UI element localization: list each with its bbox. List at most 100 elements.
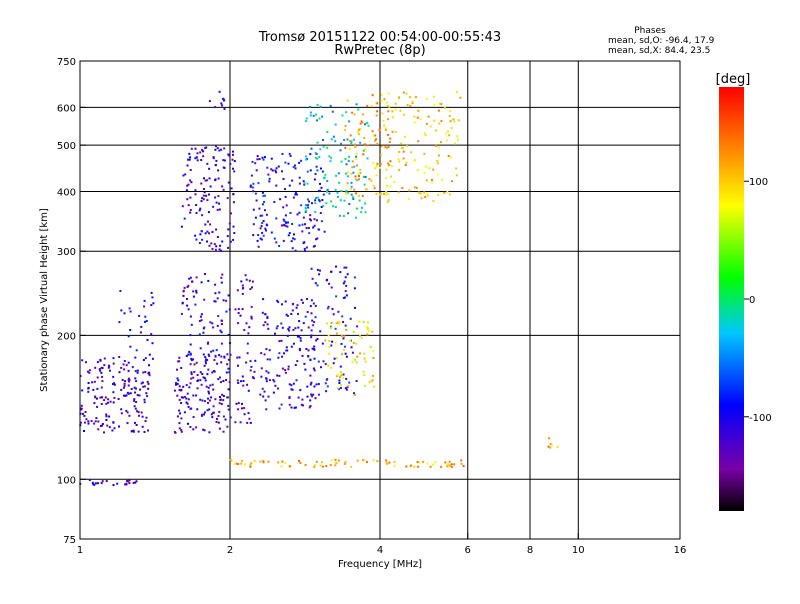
data-point [242, 384, 245, 387]
data-point [223, 159, 226, 162]
data-point [204, 360, 207, 363]
data-point [195, 394, 198, 397]
data-point [316, 237, 319, 240]
data-point [324, 363, 327, 366]
data-point [305, 117, 308, 120]
data-point [190, 181, 193, 184]
data-point [262, 298, 265, 301]
data-point [354, 145, 357, 148]
data-point [374, 134, 377, 137]
data-point [352, 198, 355, 200]
data-point [195, 361, 198, 364]
data-point [390, 175, 392, 178]
data-point [372, 459, 375, 462]
data-point [344, 158, 347, 160]
data-point [136, 371, 139, 374]
data-point [234, 463, 237, 466]
data-point [127, 378, 130, 381]
data-point [416, 461, 419, 463]
colorbar-label: [deg] [716, 72, 751, 87]
data-point [214, 148, 217, 151]
data-point [212, 205, 215, 208]
data-point [227, 228, 230, 231]
data-point [434, 461, 437, 464]
data-point [366, 105, 369, 108]
data-point [303, 183, 306, 186]
data-point [142, 371, 145, 374]
data-point [134, 421, 136, 424]
data-point [291, 179, 294, 182]
data-point [345, 284, 348, 287]
data-point [334, 458, 337, 461]
data-point [112, 362, 115, 365]
data-point [143, 401, 146, 404]
data-point [326, 130, 329, 133]
data-point [212, 388, 215, 391]
data-point [278, 245, 281, 247]
data-point [280, 465, 283, 468]
data-point [340, 383, 343, 386]
data-point [81, 359, 84, 362]
data-point [296, 335, 299, 338]
data-point [130, 430, 133, 433]
data-point [143, 305, 146, 308]
data-point [218, 149, 221, 152]
data-point [200, 383, 203, 386]
data-point [220, 403, 223, 405]
data-point [300, 159, 302, 162]
data-point [266, 166, 269, 169]
data-point [232, 153, 234, 156]
data-point [249, 421, 252, 424]
data-point [103, 364, 106, 367]
data-point [344, 290, 347, 293]
data-point [291, 388, 294, 391]
data-point [182, 396, 185, 399]
data-point [462, 465, 465, 468]
data-point [419, 192, 422, 195]
data-point [215, 145, 217, 148]
data-point [212, 156, 215, 159]
data-point [141, 425, 144, 428]
data-point [221, 97, 224, 100]
data-point [308, 406, 311, 409]
data-point [148, 353, 151, 356]
data-point [309, 405, 312, 408]
data-point [220, 102, 223, 105]
data-point [314, 397, 317, 400]
data-point [208, 193, 210, 196]
data-point [457, 138, 459, 141]
data-point [242, 287, 245, 289]
data-point [189, 156, 192, 159]
data-point [227, 358, 230, 361]
data-point [220, 355, 223, 358]
data-point [359, 122, 362, 125]
data-point [145, 416, 148, 419]
data-point [349, 134, 352, 137]
data-point [460, 462, 463, 465]
data-point [219, 398, 222, 401]
data-point [264, 209, 266, 212]
data-point [287, 328, 290, 331]
data-point [304, 223, 306, 226]
data-point [292, 166, 295, 169]
data-point [305, 155, 307, 158]
data-point [306, 198, 309, 201]
data-point [283, 223, 286, 226]
data-point [101, 375, 104, 378]
data-point [339, 271, 342, 274]
data-point [323, 230, 326, 233]
data-point [451, 180, 454, 183]
data-point [79, 408, 82, 411]
data-point [334, 140, 337, 143]
data-point [319, 182, 321, 185]
data-point [254, 162, 257, 165]
data-point [423, 132, 426, 135]
data-point [261, 214, 264, 217]
data-point [278, 352, 281, 355]
data-point [298, 161, 301, 164]
data-point [326, 188, 329, 191]
data-point [339, 376, 341, 379]
data-point [350, 346, 353, 349]
data-point [437, 154, 440, 157]
data-point [87, 422, 90, 425]
